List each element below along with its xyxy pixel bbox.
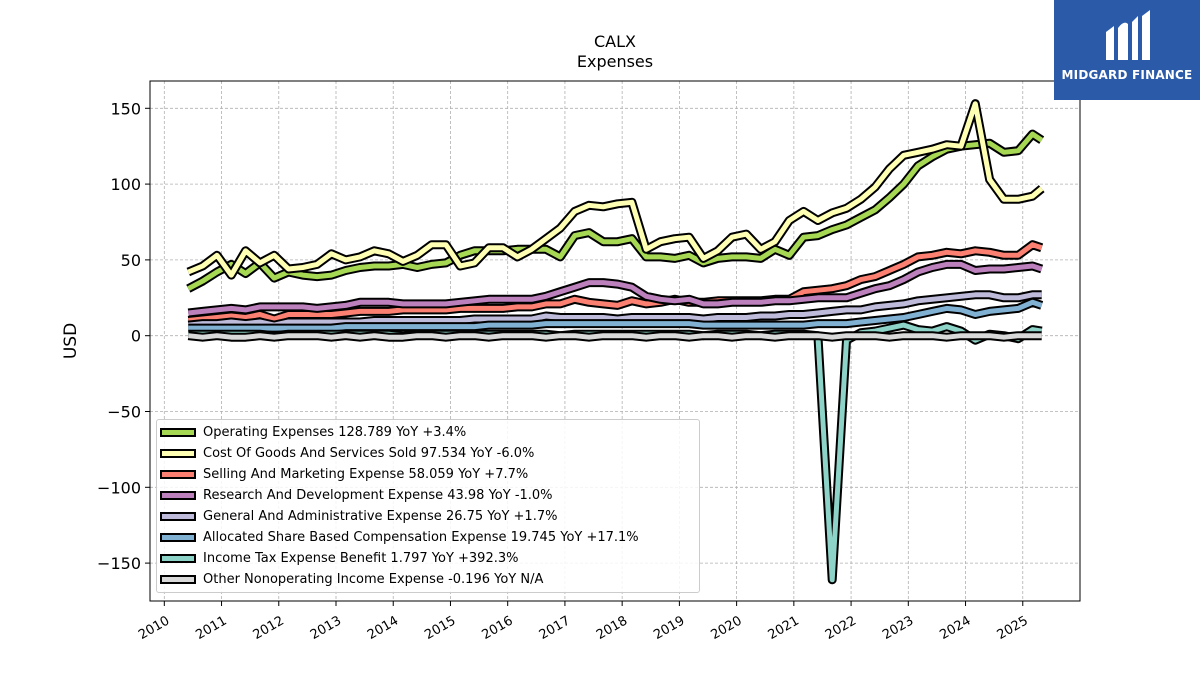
x-tick-label: 2023 bbox=[880, 613, 916, 643]
legend-label: Selling And Marketing Expense 58.059 YoY… bbox=[203, 467, 529, 482]
y-tick-label: −150 bbox=[97, 554, 141, 573]
y-axis: −150 −100 −50 0 50 100 150 bbox=[97, 99, 150, 573]
legend-swatch bbox=[160, 491, 196, 500]
legend-label: General And Administrative Expense 26.75… bbox=[203, 509, 558, 524]
series-1 bbox=[186, 99, 1045, 280]
chart-subtitle: Expenses bbox=[577, 52, 653, 71]
y-tick-label: 150 bbox=[110, 99, 141, 118]
legend-label: Other Nonoperating Income Expense -0.196… bbox=[203, 572, 544, 587]
chart-title: CALX bbox=[594, 32, 636, 51]
legend-label: Research And Development Expense 43.98 Y… bbox=[203, 488, 553, 503]
brand-logo: MIDGARD FINANCE bbox=[1054, 0, 1200, 100]
legend-swatch bbox=[160, 575, 196, 584]
x-tick-label: 2018 bbox=[594, 613, 630, 643]
x-tick-label: 2019 bbox=[651, 613, 687, 643]
series-line bbox=[188, 333, 1042, 340]
series-7 bbox=[187, 331, 1042, 342]
x-tick-label: 2025 bbox=[995, 613, 1031, 643]
y-tick-label: −100 bbox=[97, 478, 141, 497]
series-line bbox=[188, 299, 1043, 331]
series-0 bbox=[186, 129, 1045, 293]
x-tick-label: 2015 bbox=[422, 613, 458, 643]
legend-label: Operating Expenses 128.789 YoY +3.4% bbox=[203, 425, 467, 440]
series-3 bbox=[187, 259, 1044, 318]
legend-label: Allocated Share Based Compensation Expen… bbox=[203, 530, 639, 545]
series-line bbox=[188, 242, 1043, 323]
series-4 bbox=[187, 290, 1042, 330]
x-axis: 2010 2011 2012 2013 2014 2015 2016 2017 2018 2019… bbox=[136, 601, 1031, 643]
y-tick-label: 50 bbox=[121, 251, 141, 270]
series-lines bbox=[186, 99, 1045, 585]
series-2 bbox=[187, 240, 1044, 325]
legend-label: Cost Of Goods And Services Sold 97.534 Y… bbox=[203, 446, 535, 461]
series-line bbox=[188, 261, 1043, 316]
legend-swatch bbox=[160, 533, 196, 542]
x-tick-label: 2014 bbox=[365, 613, 401, 643]
y-tick-label: −50 bbox=[107, 402, 141, 421]
series-line bbox=[187, 131, 1044, 291]
plot-area-frame bbox=[149, 80, 1081, 602]
legend-swatch bbox=[160, 428, 196, 437]
x-tick-label: 2017 bbox=[537, 613, 573, 643]
x-tick-label: 2010 bbox=[136, 613, 172, 643]
x-tick-label: 2021 bbox=[766, 613, 802, 643]
legend-swatch bbox=[160, 470, 196, 479]
x-tick-label: 2011 bbox=[193, 613, 229, 643]
series-line-outline bbox=[186, 99, 1045, 280]
legend-label: Income Tax Expense Benefit 1.797 YoY +39… bbox=[203, 551, 519, 566]
legend: Operating Expenses 128.789 YoY +3.4% Cost… bbox=[156, 419, 700, 593]
series-line bbox=[188, 292, 1042, 328]
x-tick-label: 2020 bbox=[708, 613, 744, 643]
x-tick-label: 2016 bbox=[480, 613, 516, 643]
legend-swatch bbox=[160, 449, 196, 458]
legend-swatch bbox=[160, 512, 196, 521]
y-tick-label: 100 bbox=[110, 175, 141, 194]
logo-text: MIDGARD FINANCE bbox=[1061, 68, 1193, 82]
logo-mark-icon bbox=[1106, 10, 1150, 61]
x-tick-label: 2022 bbox=[823, 613, 859, 643]
series-5 bbox=[188, 297, 1044, 333]
x-tick-label: 2024 bbox=[937, 613, 973, 643]
legend-swatch bbox=[160, 554, 196, 563]
x-tick-label: 2013 bbox=[308, 613, 344, 643]
series-line bbox=[187, 101, 1044, 278]
y-tick-label: 0 bbox=[131, 327, 141, 346]
x-tick-label: 2012 bbox=[251, 613, 287, 643]
y-axis-label: USD bbox=[61, 323, 81, 359]
